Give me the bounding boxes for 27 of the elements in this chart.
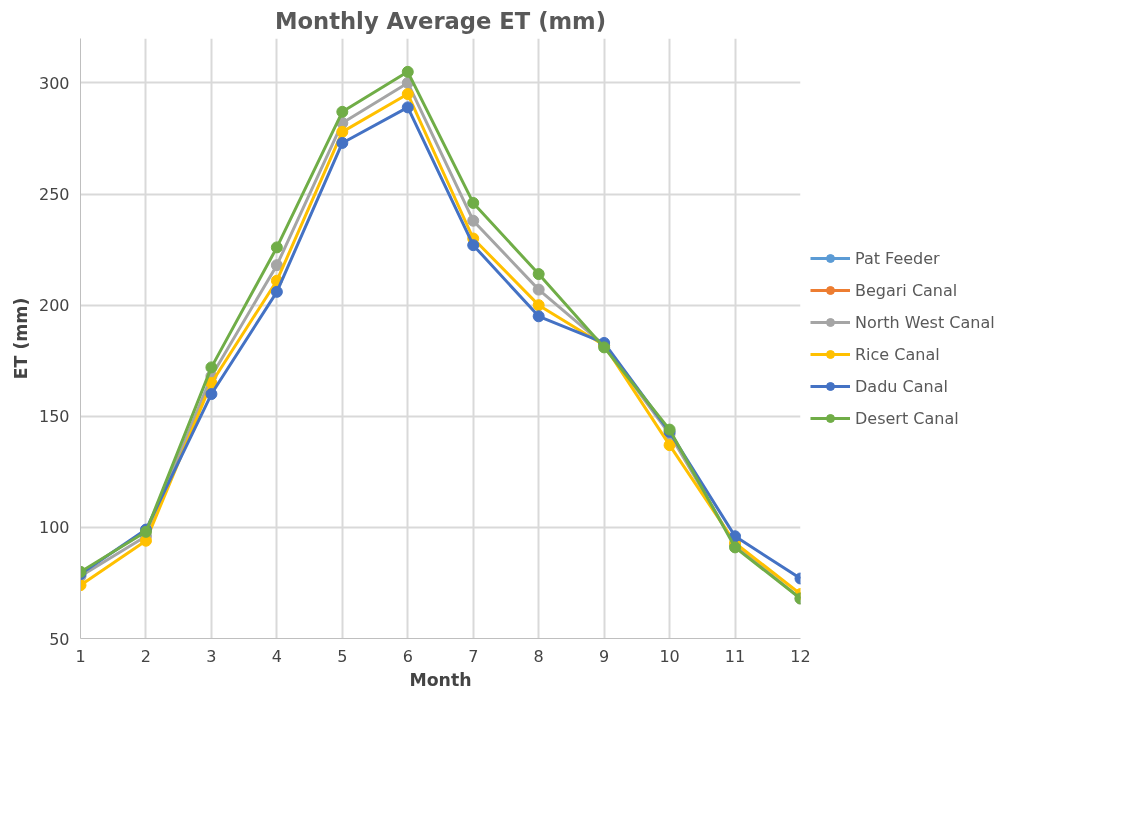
legend-label: Begari Canal (855, 280, 958, 300)
x-tick-label: 12 (790, 646, 811, 666)
legend-label: Desert Canal (855, 408, 959, 428)
x-axis-title: Month (409, 669, 472, 690)
y-tick-label: 150 (38, 407, 70, 427)
x-tick-label: 9 (599, 646, 610, 666)
x-tick-label: 10 (659, 646, 680, 666)
x-tick-label: 6 (402, 646, 413, 666)
y-tick-label: 250 (38, 185, 70, 205)
x-tick-label: 7 (468, 646, 479, 666)
legend-label: North West Canal (855, 312, 995, 332)
x-tick-label: 5 (337, 646, 348, 666)
x-tick-label: 3 (206, 646, 217, 666)
y-tick-label: 100 (38, 518, 70, 538)
y-tick-label: 300 (38, 73, 70, 93)
legend-label: Rice Canal (855, 344, 940, 364)
x-tick-label: 1 (75, 646, 86, 666)
chart-title: Monthly Average ET (mm) (274, 7, 607, 34)
x-tick-label: 11 (724, 646, 746, 666)
y-axis-title: ET (mm) (10, 297, 31, 380)
y-tick-label: 200 (38, 296, 70, 316)
x-tick-label: 8 (533, 646, 544, 666)
legend-label: Dadu Canal (855, 376, 948, 396)
y-tick-label: 50 (49, 629, 70, 649)
x-tick-label: 2 (140, 646, 152, 666)
legend-label: Pat Feeder (855, 248, 940, 268)
x-tick-label: 4 (271, 646, 282, 666)
